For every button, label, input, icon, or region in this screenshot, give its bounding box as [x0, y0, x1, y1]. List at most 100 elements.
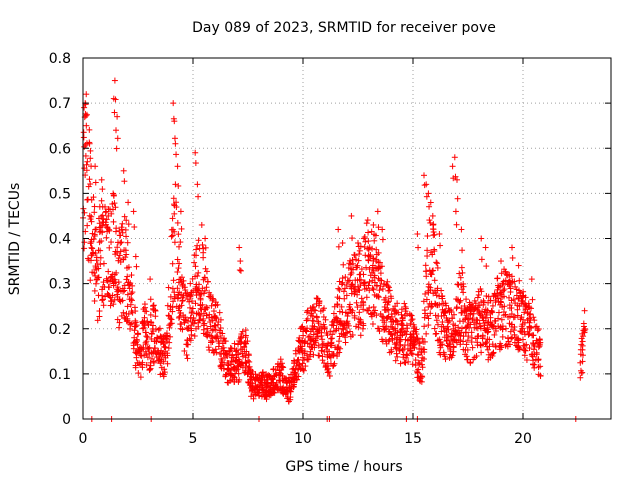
- data-point: [181, 319, 188, 326]
- data-point: [304, 315, 311, 322]
- data-point: [192, 300, 199, 307]
- data-point: [533, 349, 540, 356]
- data-point-peak: [355, 240, 361, 247]
- data-point: [166, 324, 173, 331]
- data-point: [322, 316, 329, 323]
- data-point: [103, 234, 110, 241]
- data-point: [85, 183, 92, 190]
- data-point: [518, 300, 525, 307]
- data-point: [137, 374, 144, 381]
- data-point: [485, 293, 492, 300]
- data-point: [380, 314, 387, 321]
- data-point: [239, 353, 246, 360]
- data-point: [210, 308, 217, 315]
- data-point: [498, 289, 505, 296]
- data-point: [408, 312, 415, 319]
- data-point: [468, 339, 475, 346]
- data-point: [97, 254, 104, 261]
- data-point: [304, 340, 311, 347]
- y-axis-label: SRMTID / TECUs: [7, 183, 23, 296]
- data-point: [244, 379, 251, 386]
- data-point: [133, 322, 140, 329]
- data-point: [467, 360, 474, 367]
- data-point: [114, 291, 121, 298]
- data-point: [393, 317, 400, 324]
- data-point-peak: [529, 296, 536, 303]
- data-point: [243, 340, 250, 347]
- data-point: [454, 330, 461, 337]
- data-point: [168, 233, 175, 240]
- data-point: [395, 309, 402, 316]
- data-point: [178, 321, 185, 328]
- data-point: [384, 278, 391, 285]
- data-point-peak: [125, 221, 132, 228]
- data-point: [253, 386, 260, 393]
- data-point: [178, 274, 185, 281]
- data-point: [85, 257, 92, 264]
- data-point: [219, 330, 226, 337]
- data-point-peak: [415, 244, 422, 251]
- data-point: [422, 262, 429, 269]
- data-point: [442, 356, 449, 363]
- data-point: [124, 315, 131, 322]
- data-point: [183, 341, 190, 348]
- data-point: [426, 217, 433, 224]
- data-point: [188, 310, 195, 317]
- data-point-peak: [82, 112, 89, 119]
- data-point: [107, 302, 114, 309]
- data-point: [296, 338, 303, 345]
- data-point: [485, 328, 492, 335]
- data-point: [87, 277, 94, 284]
- data-point: [436, 336, 443, 343]
- data-point: [469, 302, 476, 309]
- data-point: [106, 244, 113, 251]
- data-point: [139, 325, 146, 332]
- data-point: [330, 351, 337, 358]
- data-point: [388, 295, 395, 302]
- data-point: [410, 338, 417, 345]
- data-point: [473, 324, 480, 331]
- data-point: [397, 360, 404, 367]
- data-point: [170, 195, 177, 202]
- data-point: [427, 310, 434, 317]
- data-point: [146, 344, 153, 351]
- data-point: [385, 313, 392, 320]
- data-point: [203, 312, 210, 319]
- data-point: [80, 129, 87, 136]
- data-point: [491, 331, 498, 338]
- data-point: [269, 376, 276, 383]
- data-point: [457, 297, 464, 304]
- data-point: [176, 243, 183, 250]
- data-point-peak: [423, 193, 430, 200]
- data-point: [511, 278, 518, 285]
- data-point: [125, 279, 132, 286]
- data-point: [165, 284, 172, 291]
- data-point: [506, 341, 513, 348]
- data-point: [212, 299, 219, 306]
- data-point: [235, 370, 242, 377]
- data-point: [91, 231, 98, 238]
- data-point: [145, 345, 152, 352]
- data-point: [129, 289, 136, 296]
- data-point: [477, 312, 484, 319]
- data-point: [171, 228, 178, 235]
- data-point: [295, 344, 302, 351]
- data-point: [315, 320, 322, 327]
- data-point: [246, 363, 253, 370]
- data-point: [84, 158, 91, 165]
- data-point: [454, 281, 461, 288]
- data-point: [219, 345, 226, 352]
- data-point-peak: [98, 176, 105, 183]
- data-point: [521, 342, 528, 349]
- data-point: [494, 292, 501, 299]
- data-point-peak: [194, 181, 201, 188]
- data-point: [499, 333, 506, 340]
- data-point: [486, 336, 493, 343]
- data-point-peak: [509, 244, 515, 251]
- data-point: [200, 249, 207, 256]
- data-point-peak: [105, 212, 112, 219]
- data-point: [192, 263, 199, 270]
- data-point: [431, 248, 438, 255]
- data-point: [349, 281, 356, 288]
- data-point: [422, 290, 429, 297]
